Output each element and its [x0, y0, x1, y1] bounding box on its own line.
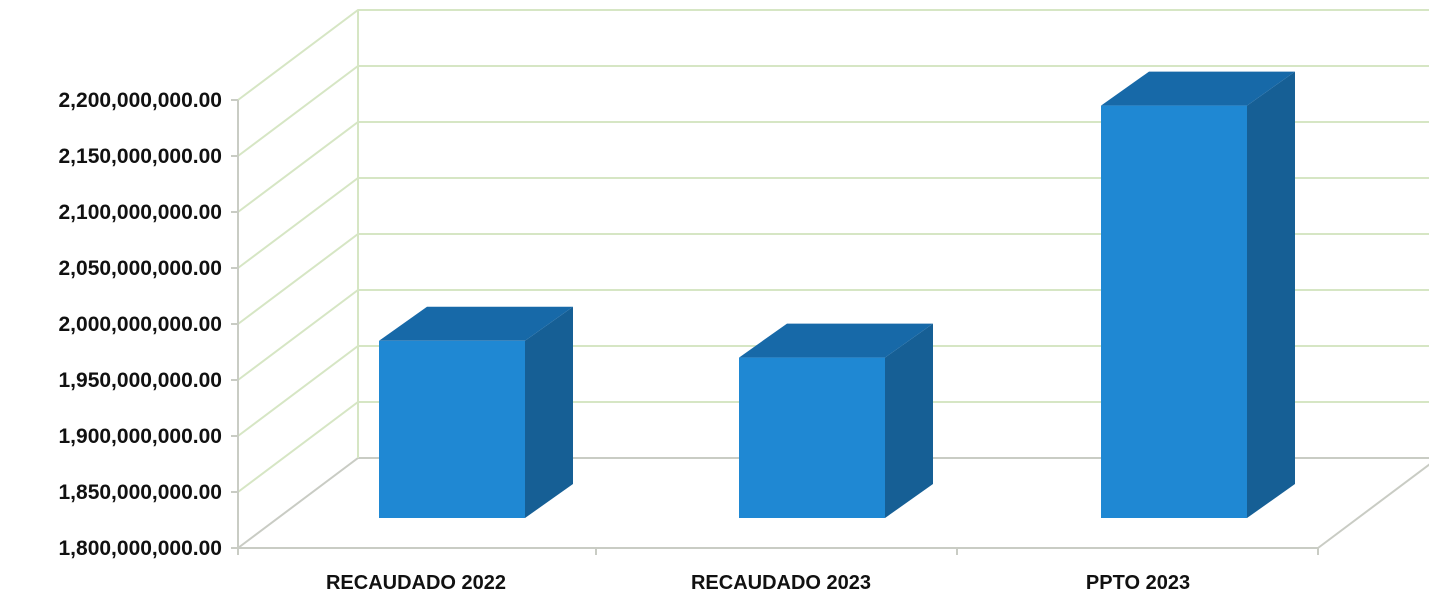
y-tick-label: 2,050,000,000.00	[59, 257, 223, 280]
floor-edge	[1317, 463, 1429, 549]
x-tick-label: RECAUDADO 2022	[326, 572, 506, 594]
y-tick-label: 2,200,000,000.00	[59, 89, 223, 112]
bar-top	[379, 306, 573, 341]
x-tick-label: PPTO 2023	[1086, 572, 1190, 594]
bar-1	[379, 306, 573, 518]
bar-front	[1101, 105, 1247, 518]
axes	[231, 10, 1429, 555]
y-tick-label: 2,150,000,000.00	[59, 145, 223, 168]
bar-side	[525, 306, 573, 518]
y-tick-label: 2,100,000,000.00	[59, 201, 223, 224]
bar-front	[739, 357, 885, 518]
bar-side	[885, 323, 933, 518]
bar-front	[379, 340, 525, 518]
bar-3	[1101, 71, 1295, 518]
bars	[379, 71, 1295, 518]
bar-side	[1247, 71, 1295, 518]
y-tick-label: 2,000,000,000.00	[59, 313, 223, 336]
y-tick-label: 1,800,000,000.00	[59, 537, 223, 560]
x-tick-label: RECAUDADO 2023	[691, 572, 871, 594]
y-tick-label: 1,950,000,000.00	[59, 369, 223, 392]
bar-top	[739, 323, 933, 358]
y-tick-label: 1,850,000,000.00	[59, 481, 223, 504]
bar-2	[739, 323, 933, 518]
tick-labels: 1,800,000,000.00 1,850,000,000.00 1,900,00…	[59, 89, 1191, 594]
y-tick-label: 1,900,000,000.00	[59, 425, 223, 448]
bar-top	[1101, 71, 1295, 106]
